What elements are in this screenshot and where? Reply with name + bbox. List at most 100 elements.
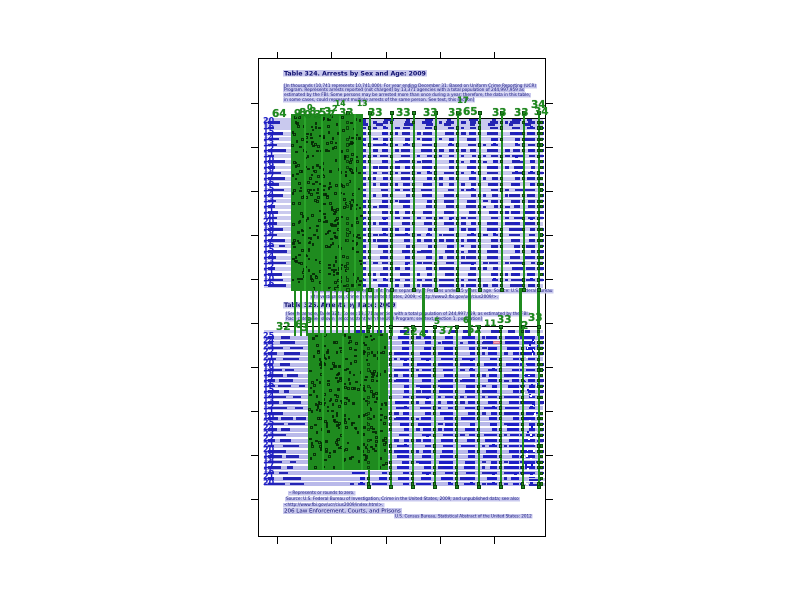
census-credit-line: U.S. Census Bureau, Statistical Abstract… <box>394 513 533 518</box>
cell-text-mark <box>403 471 409 475</box>
cell-text-mark <box>395 228 399 231</box>
stub-text-mark <box>268 368 282 372</box>
cell-green-box <box>537 126 541 130</box>
cell-text-mark <box>487 166 498 169</box>
mass-char-box <box>379 413 383 417</box>
cell-green-box <box>456 233 460 237</box>
mass-char-box <box>309 275 313 278</box>
cell-text-mark <box>443 428 453 431</box>
cell-text-mark <box>402 460 409 464</box>
cell-text-mark <box>505 406 519 410</box>
cell-green-box <box>500 137 504 141</box>
cell-text-mark <box>506 428 519 431</box>
row-end-mark <box>539 211 545 214</box>
cell-green-box <box>499 362 503 367</box>
mass-char-box <box>327 430 330 434</box>
cell-blue-box <box>470 422 473 426</box>
cell-text-mark <box>522 460 535 464</box>
mass-char-box <box>318 166 322 169</box>
cell-text-mark <box>443 233 454 237</box>
mass-char-box <box>314 199 317 202</box>
mass-char-box <box>354 426 357 430</box>
mass-char-box <box>330 208 334 211</box>
cell-green-box <box>477 449 481 454</box>
axis-tick-left <box>251 411 258 413</box>
row-end-green-box <box>540 165 544 170</box>
cell-text-mark <box>487 149 498 152</box>
mass-char-box <box>297 277 300 281</box>
column-count-label-top: 34 <box>531 99 546 111</box>
cell-green-box <box>346 182 350 186</box>
digit-speckle <box>533 450 535 452</box>
detected-column-bar <box>347 112 350 291</box>
cell-text-mark <box>445 121 454 124</box>
row-count-label-table2: 14 <box>263 390 275 400</box>
cell-blue-box <box>515 154 518 158</box>
cell-green-box <box>411 373 415 377</box>
mass-char-box <box>326 351 329 354</box>
cell-text-mark <box>395 406 409 410</box>
mass-char-box <box>331 269 333 271</box>
cell-text-mark <box>394 417 399 421</box>
cell-green-box <box>434 222 438 226</box>
mass-char-box <box>379 457 382 460</box>
cell-green-box <box>434 154 438 158</box>
cell-green-box <box>433 444 437 448</box>
cell-green-box <box>346 160 350 164</box>
header-green-box <box>455 329 459 334</box>
cell-green-box <box>522 137 526 141</box>
digit-speckle <box>533 414 536 416</box>
cell-text-mark <box>483 433 497 437</box>
mass-char-box <box>298 242 301 244</box>
stub-text-mark <box>268 401 279 404</box>
mass-char-box <box>312 182 315 186</box>
digit-speckle <box>535 460 538 463</box>
mass-char-box <box>309 393 312 397</box>
mass-char-box <box>308 408 312 411</box>
mass-char-box <box>320 360 323 364</box>
cell-text-mark <box>468 278 476 282</box>
cell-green-box <box>537 132 541 136</box>
mass-char-box <box>372 392 376 396</box>
cell-text-mark <box>416 395 422 399</box>
cell-text-mark <box>482 482 486 486</box>
mass-char-box <box>374 400 377 404</box>
cell-blue-box <box>493 143 496 147</box>
mass-char-box <box>328 399 332 403</box>
mass-char-box <box>347 417 351 421</box>
cell-green-box <box>478 132 482 136</box>
cell-green-box <box>390 143 394 147</box>
row-end-mark <box>539 379 545 383</box>
mass-char-box <box>298 241 301 245</box>
mass-char-box <box>355 341 358 345</box>
cell-text-mark <box>423 261 432 265</box>
cell-green-box <box>455 346 459 350</box>
cell-green-box <box>477 400 481 405</box>
cell-text-mark <box>482 390 487 393</box>
cell-blue-box <box>493 137 496 141</box>
cell-text-mark <box>485 336 497 339</box>
cell-green-box <box>500 239 504 243</box>
mass-char-box <box>297 125 300 129</box>
mass-char-box <box>335 420 339 424</box>
cell-text-mark <box>382 121 388 124</box>
cell-green-box <box>367 368 371 372</box>
cell-text-mark <box>508 450 519 453</box>
cell-green-box <box>537 341 541 345</box>
mass-char-box <box>308 192 310 194</box>
cell-text-mark <box>505 121 508 124</box>
cell-text-mark <box>444 336 453 339</box>
mass-char-box <box>307 249 311 252</box>
mass-char-box <box>357 459 361 463</box>
cell-green-box <box>478 193 482 198</box>
cell-text-mark <box>417 250 422 254</box>
mass-char-box <box>345 397 349 400</box>
cell-blue-box <box>514 335 517 339</box>
cell-blue-box <box>492 449 495 453</box>
cell-text-mark <box>403 390 409 393</box>
cell-text-mark <box>382 211 388 214</box>
mass-char-box <box>306 181 310 184</box>
pink-anomaly-cell <box>492 341 500 345</box>
mass-char-box <box>345 357 348 361</box>
mass-char-box <box>344 174 348 178</box>
